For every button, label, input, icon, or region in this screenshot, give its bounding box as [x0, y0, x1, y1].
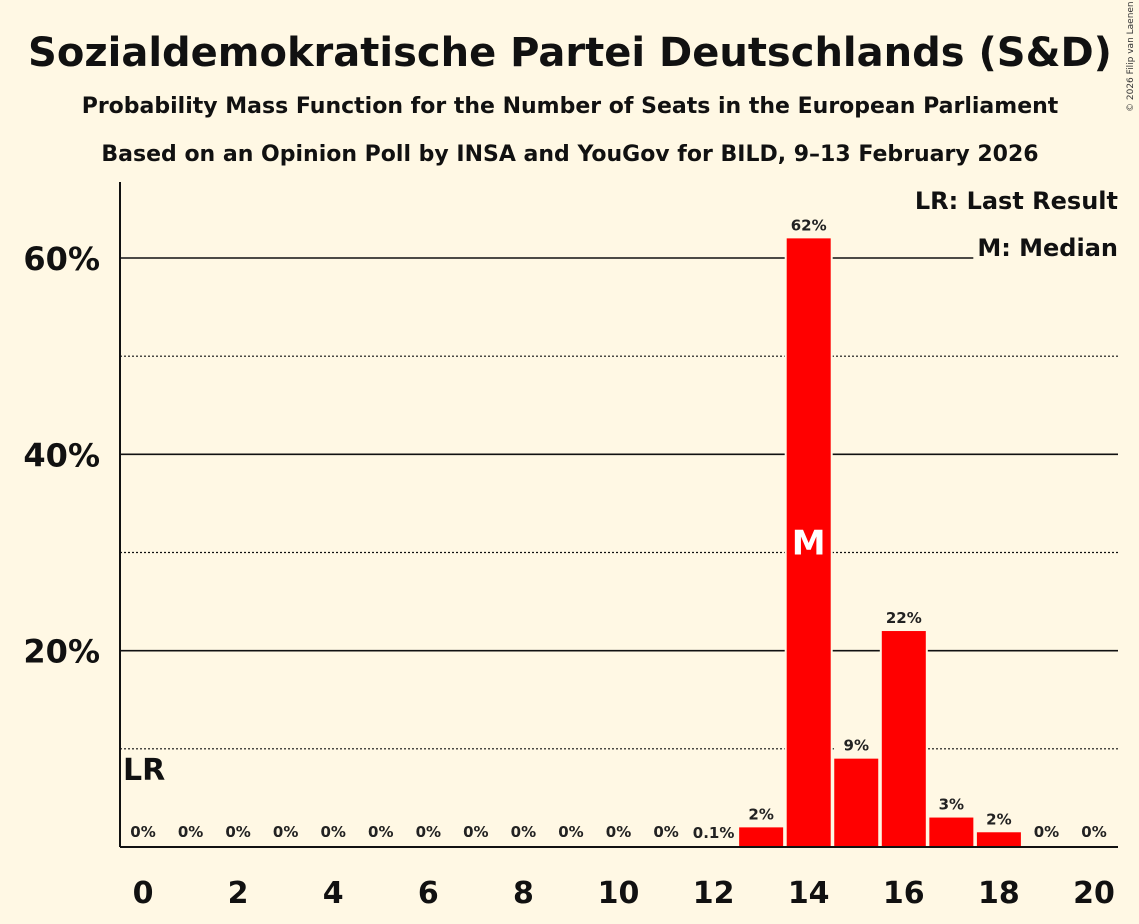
axes: 0 2 4 6 8 10 12 14 16 18 20: [119, 182, 1118, 911]
data-label-background: [691, 824, 736, 843]
data-label-background: [739, 805, 784, 824]
x-tick-label: 18: [978, 876, 1020, 911]
data-label-seats-13: 2%: [748, 805, 773, 823]
gridlines: 20% 40% 60%: [23, 240, 1118, 750]
data-label-background: [834, 736, 879, 755]
chart-subtitle-2: Based on an Opinion Poll by INSA and You…: [101, 142, 1038, 167]
bar-seats-17: [929, 817, 974, 847]
legend-background: [973, 234, 1118, 262]
x-tick-label: 20: [1073, 876, 1115, 911]
data-label-seats-7: 0%: [463, 823, 488, 841]
chart-subtitle-1: Probability Mass Function for the Number…: [82, 94, 1059, 119]
y-tick-label: 40%: [23, 436, 100, 474]
bar-seats-16: [881, 631, 926, 847]
data-label-background: [976, 810, 1021, 829]
legend-last-result: LR: Last Result: [915, 187, 1118, 215]
x-tick-label: 4: [323, 876, 344, 911]
x-tick-label: 16: [883, 876, 925, 911]
x-tick-label: 8: [513, 876, 534, 911]
data-label-seats-6: 0%: [416, 823, 441, 841]
legend-background: [910, 187, 1118, 215]
data-label-seats-10: 0%: [606, 823, 631, 841]
data-label-seats-5: 0%: [368, 823, 393, 841]
data-label-seats-19: 0%: [1034, 823, 1059, 841]
data-label-seats-15: 9%: [844, 737, 869, 755]
data-label-seats-17: 3%: [939, 796, 964, 814]
bar-seats-15: [834, 758, 879, 847]
data-label-seats-20: 0%: [1081, 823, 1106, 841]
legend-median: M: Median: [977, 234, 1118, 262]
bars: [689, 236, 1023, 847]
data-label-seats-16: 22%: [886, 609, 922, 627]
copyright: © 2026 Filip van Laenen: [1126, 1, 1136, 112]
median-marker: M: [792, 524, 826, 564]
x-tick-label: 0: [133, 876, 154, 911]
data-label-seats-0: 0%: [130, 823, 155, 841]
x-tick-label: 6: [418, 876, 439, 911]
x-tick-label: 14: [788, 876, 830, 911]
data-label-seats-14: 62%: [791, 216, 827, 234]
last-result-marker: LR: [123, 753, 165, 788]
x-tick-label: 2: [228, 876, 249, 911]
data-label-background: [881, 609, 926, 628]
data-label-seats-4: 0%: [320, 823, 345, 841]
data-label-seats-18: 2%: [986, 810, 1011, 828]
data-label-seats-2: 0%: [225, 823, 250, 841]
y-tick-label: 60%: [23, 240, 100, 278]
bar-seats-14: [786, 238, 831, 847]
data-label-seats-8: 0%: [511, 823, 536, 841]
y-tick-label: 20%: [23, 633, 100, 671]
chart-title: Sozialdemokratische Partei Deutschlands …: [28, 30, 1112, 76]
data-label-seats-1: 0%: [178, 823, 203, 841]
bar-seats-18: [976, 832, 1021, 847]
data-label-background: [929, 795, 974, 814]
data-label-seats-12: 0.1%: [693, 824, 735, 842]
bar-background: [689, 844, 738, 847]
data-label-background: [786, 216, 831, 235]
data-label-seats-11: 0%: [653, 823, 678, 841]
data-label-seats-3: 0%: [273, 823, 298, 841]
data-label-seats-9: 0%: [558, 823, 583, 841]
data-labels: 0% 0% 0% 0% 0% 0% 0% 0% 0% 0% 0% 0% 0.1% 2% 62% 9% 22% 3%…: [123, 216, 1107, 843]
bar-seats-13: [739, 827, 784, 847]
x-tick-label: 10: [598, 876, 640, 911]
x-tick-label: 12: [693, 876, 735, 911]
